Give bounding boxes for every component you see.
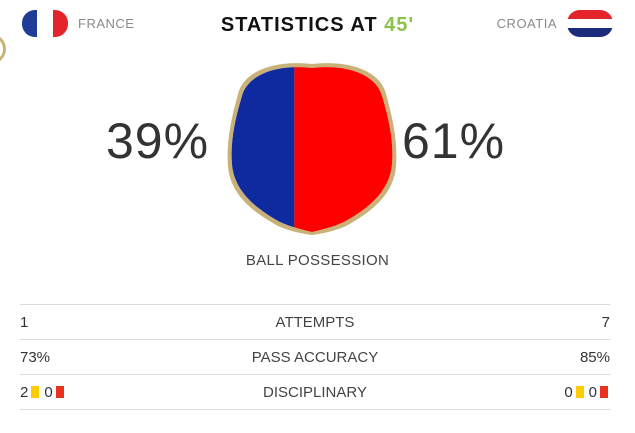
home-possession-percent: 39% (106, 113, 210, 169)
home-red-count: 0 (44, 383, 53, 401)
page-title: STATISTICS AT 45' (0, 14, 635, 37)
away-pass-accuracy: 85% (579, 348, 610, 366)
stat-row-pass-accuracy: 73% PASS ACCURACY 85% (20, 339, 610, 374)
attempts-label: ATTEMPTS (275, 313, 355, 331)
home-disciplinary: 2 0 (20, 384, 66, 401)
possession-ball-icon (227, 63, 397, 235)
pass-accuracy-label: PASS ACCURACY (251, 348, 379, 366)
away-disciplinary: 0 0 (564, 384, 610, 401)
ball-possession-label: BALL POSSESSION (245, 252, 390, 269)
home-yellow-count: 2 (20, 383, 29, 401)
stats-table: 1 ATTEMPTS 7 73% PASS ACCURACY 85% 2 0 D… (20, 304, 610, 410)
home-team: FRANCE (22, 10, 134, 37)
france-flag-icon (22, 10, 68, 37)
home-team-name: FRANCE (78, 16, 135, 31)
red-card-icon (600, 386, 608, 398)
red-card-icon (55, 386, 64, 398)
disciplinary-label: DISCIPLINARY (263, 383, 367, 401)
match-minute: 45' (384, 14, 415, 36)
home-pass-accuracy: 73% (20, 348, 51, 366)
yellow-card-icon (31, 386, 40, 398)
away-attempts: 7 (601, 313, 610, 331)
away-team: CROATIA (497, 10, 613, 37)
away-red-count: 0 (588, 383, 597, 401)
croatia-flag-icon (567, 10, 613, 37)
away-yellow-count: 0 (564, 383, 573, 401)
home-possession-fill (231, 67, 295, 232)
match-header: FRANCE STATISTICS AT 45' CROATIA (0, 0, 635, 50)
home-attempts: 1 (20, 313, 29, 331)
stat-row-attempts: 1 ATTEMPTS 7 (20, 304, 610, 339)
away-team-name: CROATIA (496, 16, 557, 31)
title-text: STATISTICS AT (220, 14, 378, 36)
yellow-card-icon (575, 386, 584, 398)
away-possession-percent: 61% (402, 113, 506, 169)
stat-row-disciplinary: 2 0 DISCIPLINARY 0 0 (20, 374, 610, 410)
